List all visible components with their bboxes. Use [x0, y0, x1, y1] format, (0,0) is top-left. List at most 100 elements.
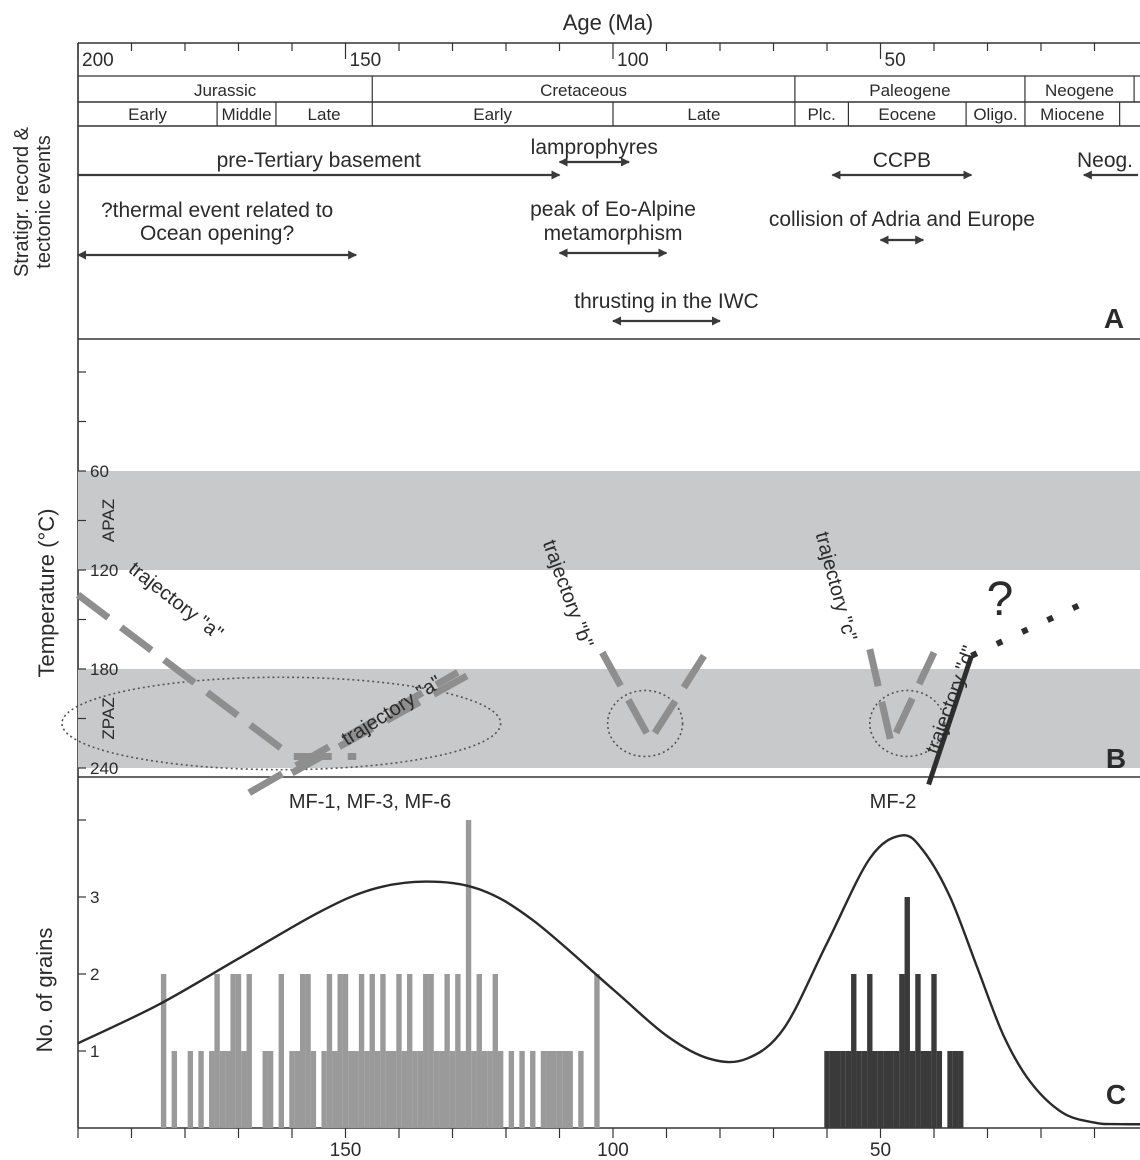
thermal-trajectory	[866, 648, 938, 754]
grain-count-bar	[444, 974, 450, 1128]
grain-count-bar	[310, 1051, 317, 1128]
epoch-label: Miocene	[1040, 105, 1104, 124]
panel-c-ylabel: No. of grains	[32, 928, 57, 1053]
grain-count-bar	[407, 974, 413, 1128]
grain-count-bar	[877, 1051, 884, 1128]
grain-count-bar	[947, 1051, 953, 1128]
panel-label-c: C	[1106, 1079, 1126, 1110]
grain-count-bar	[893, 1051, 900, 1128]
thermal-trajectory	[290, 665, 481, 777]
panel-c: 150 100 50 1 2 3	[77, 819, 1140, 1160]
period-label: Neogene	[1045, 81, 1114, 100]
grain-count-bar	[230, 974, 236, 1128]
grain-count-bar	[214, 974, 220, 1128]
event-label: thrusting in the IWC	[574, 290, 758, 313]
grain-count-bar	[562, 1051, 568, 1128]
panel-a: 200 150 100 50 Jurassic Cretaceous Paleogene Ne…	[77, 43, 1138, 326]
temperature-tick-label: 240	[90, 759, 118, 778]
grain-count-bar	[321, 1051, 327, 1128]
grain-count-bar	[904, 897, 910, 1128]
partial-annealing-zone-band	[78, 669, 1140, 768]
epoch-label: Early	[128, 105, 167, 124]
grain-count-bar	[487, 1051, 493, 1128]
panel-label-b: B	[1106, 743, 1126, 774]
event-label: Neog.	[1077, 149, 1133, 172]
top-axis-tick-label: 150	[350, 50, 382, 71]
grain-count-bar	[412, 1051, 418, 1128]
grain-count-bar	[401, 1051, 408, 1128]
grain-count-bar	[492, 974, 498, 1128]
grain-count-bar	[225, 1051, 231, 1128]
grain-count-bar	[241, 1051, 247, 1128]
epoch-label: Late	[308, 105, 341, 124]
grain-count-bar	[920, 1051, 926, 1128]
band-label: ZPAZ	[99, 697, 118, 739]
grain-count-bar	[936, 1051, 943, 1128]
grain-count-bar	[380, 974, 386, 1128]
grain-count-bar	[262, 1051, 268, 1128]
grain-count-bar	[390, 1051, 397, 1128]
grain-count-bar	[856, 1051, 862, 1128]
partial-annealing-zone-band	[78, 471, 1140, 570]
grain-count-bar	[235, 974, 242, 1128]
grain-count-bar	[439, 1051, 445, 1128]
period-label: Jurassic	[194, 81, 257, 100]
top-axis-tick-label: 200	[82, 50, 114, 71]
temperature-tick-label: 120	[90, 561, 118, 580]
epoch-label: Late	[687, 105, 720, 124]
panel-frames	[77, 42, 1140, 1129]
grain-count-bar	[364, 1051, 370, 1128]
age-tick-label: 100	[597, 1140, 629, 1160]
grain-count-bar	[476, 974, 482, 1128]
grain-count-bar	[369, 974, 375, 1128]
grain-count-bar	[396, 974, 402, 1128]
grain-count-bar	[332, 1051, 338, 1128]
event-label: Ocean opening?	[140, 222, 294, 245]
band-label: APAZ	[99, 499, 118, 542]
thermal-trajectory	[247, 669, 460, 796]
event-label: metamorphism	[544, 222, 683, 245]
grain-count-bar	[209, 1051, 215, 1128]
grain-count-bar	[497, 1051, 504, 1128]
panel-a-ylabel-line1: Stratigr. record &	[11, 126, 33, 277]
top-axis-tick-label: 50	[885, 50, 906, 71]
grain-count-bar	[578, 1051, 584, 1128]
grain-count-bar	[508, 1051, 515, 1128]
grain-count-bar	[267, 1051, 274, 1128]
grain-count-bar	[840, 1051, 846, 1128]
thermal-trajectory	[75, 591, 357, 760]
epoch-label: Early	[473, 105, 512, 124]
grain-count-bar	[867, 974, 873, 1128]
grain-count-bar	[449, 1051, 456, 1128]
period-label: Paleogene	[869, 81, 950, 100]
grain-count-bar	[198, 1051, 204, 1128]
panel-a-ylabel-line2: tectonic events	[33, 135, 55, 268]
grain-count-bar	[187, 1051, 194, 1128]
grain-count-bar	[551, 1051, 557, 1128]
event-label: peak of Eo-Alpine	[530, 198, 696, 221]
period-label: Cretaceous	[540, 81, 627, 100]
grain-count-bar	[546, 1051, 552, 1128]
thermal-trajectory	[926, 655, 974, 786]
epoch-label: Middle	[221, 105, 271, 124]
temperature-tick-label: 60	[90, 462, 109, 481]
grain-count-bar	[358, 974, 365, 1128]
grain-count-bar	[219, 1051, 226, 1128]
uncertainty-question-mark: ?	[987, 573, 1014, 626]
grain-count-bar	[829, 1051, 836, 1128]
age-tick-label: 150	[330, 1140, 362, 1160]
thermal-trajectory	[599, 650, 707, 747]
cluster-ellipse	[61, 676, 502, 771]
grain-count-bar	[278, 974, 284, 1128]
group-label-mf136: MF-1, MF-3, MF-6	[289, 791, 451, 813]
grain-count-bar	[909, 1051, 916, 1128]
temperature-tick-label: 180	[90, 660, 118, 679]
trajectory-label: trajectory "a"	[124, 558, 227, 645]
grain-count-bar	[835, 1051, 841, 1128]
grain-count-bar	[567, 1051, 573, 1128]
grain-count-bar	[481, 1051, 488, 1128]
grain-count-bar	[294, 1051, 301, 1128]
grain-count-bar	[540, 1051, 547, 1128]
